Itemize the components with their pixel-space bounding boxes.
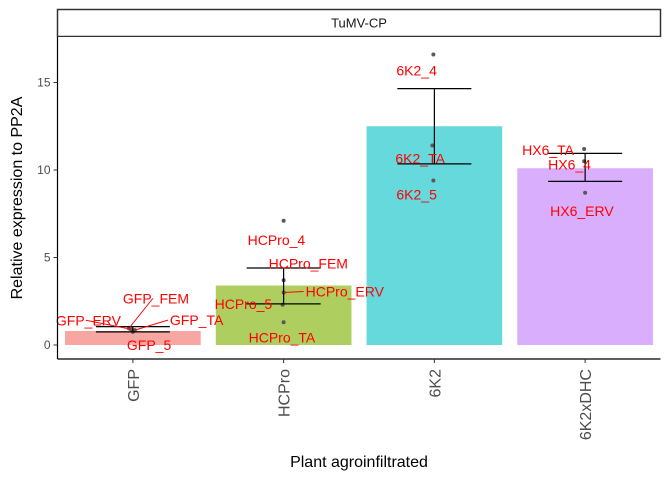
point-label: HX6_TA (522, 142, 575, 158)
data-point (431, 52, 436, 57)
y-tick-label: 5 (44, 251, 51, 265)
data-point (583, 190, 588, 195)
point-label: GFP_FEM (123, 290, 189, 306)
point-label: GFP_5 (127, 337, 172, 353)
data-point (281, 320, 286, 325)
x-axis-title: Plant agroinfiltrated (290, 454, 428, 471)
point-label: GFP_TA (170, 312, 224, 328)
point-label: 6K2_4 (396, 63, 437, 79)
point-label: HCPro_4 (248, 232, 306, 248)
data-point (582, 147, 587, 151)
y-axis-title: Relative expression to PP2A (9, 96, 26, 299)
data-point (430, 143, 435, 148)
y-tick-label: 15 (37, 76, 51, 90)
point-label: HCPro_ERV (306, 284, 385, 300)
point-label: HX6_4 (548, 156, 591, 172)
facet-strip (56, 8, 662, 38)
y-tick-label: 0 (44, 338, 51, 352)
data-point (431, 178, 436, 183)
y-axis-ticks: 0 5 10 15 (37, 76, 58, 352)
point-label: 6K2_5 (396, 187, 437, 203)
x-tick-label: GFP (126, 369, 143, 402)
data-point (281, 218, 286, 223)
point-label: HCPro_FEM (269, 255, 348, 271)
label-leader-line (134, 319, 169, 331)
point-label: GFP_ERV (56, 312, 122, 328)
bar-gfp (65, 331, 201, 345)
bar-6k2xdhc (517, 168, 653, 345)
x-tick-label: 6K2xDHC (578, 369, 595, 440)
label-leader-line (128, 298, 154, 329)
point-label: HX6_ERV (550, 203, 614, 219)
point-label: HCPro_5 (215, 296, 273, 312)
x-tick-label: HCPro (277, 369, 294, 417)
x-tick-label: 6K2 (427, 369, 444, 398)
point-label: HCPro_TA (249, 329, 316, 345)
errorbar-layer (95, 88, 623, 333)
label-leader-line (85, 319, 131, 330)
facet-strip-label: TuMV-CP (331, 16, 387, 31)
point-label: 6K2_TA (395, 151, 445, 167)
label-leader-line (283, 291, 304, 293)
x-axis-ticks: GFP HCPro 6K2 6K2xDHC (126, 359, 595, 440)
y-tick-label: 10 (37, 163, 51, 177)
